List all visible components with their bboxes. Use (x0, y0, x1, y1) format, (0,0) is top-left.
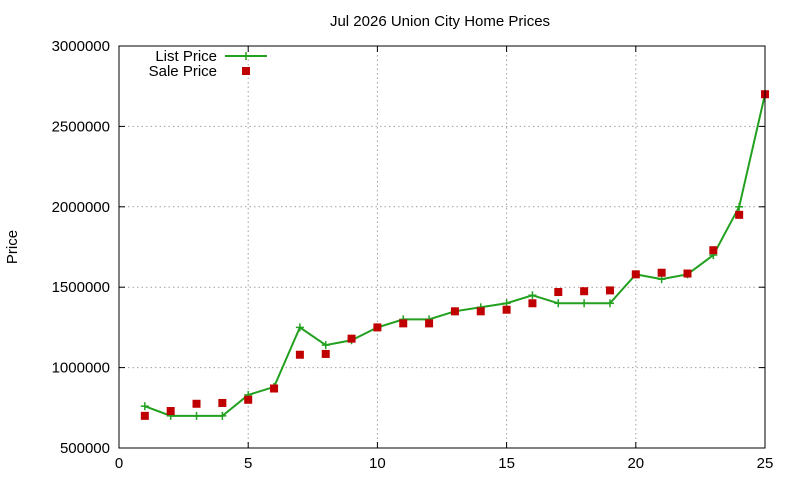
sale-price-point (450, 307, 459, 316)
legend-label-list-price: List Price (155, 48, 217, 65)
sale-price-point (683, 269, 692, 278)
list-price-point (218, 411, 227, 420)
plot-frame (118, 45, 766, 449)
y-axis-label: Price (4, 230, 21, 264)
sale-price-point (218, 398, 227, 407)
sale-price-point (554, 288, 563, 297)
sale-price-point (244, 395, 253, 404)
sale-price-point (580, 287, 589, 296)
x-tick-label: 10 (369, 455, 386, 472)
list-price-point (554, 299, 563, 308)
list-price-point (605, 299, 614, 308)
legend-label-sale-price: Sale Price (149, 63, 217, 80)
y-tick-label: 1000000 (52, 360, 110, 377)
sale-price-point (295, 350, 304, 359)
sale-price-point (502, 305, 511, 314)
y-tick-label: 1500000 (52, 279, 110, 296)
sale-price-point (373, 323, 382, 332)
chart-title: Jul 2026 Union City Home Prices (330, 13, 550, 30)
sale-price-point (270, 384, 279, 393)
sale-price-point (476, 307, 485, 316)
x-tick-label: 5 (244, 455, 252, 472)
sale-price-point (192, 399, 201, 408)
axis-ticks: 0 5 10 15 20 25 500000 1000000 1500000 2000000 250… (52, 38, 774, 472)
x-tick-label: 25 (757, 455, 774, 472)
sale-price-point (631, 270, 640, 279)
y-tick-label: 500000 (60, 440, 110, 457)
y-tick-label: 3000000 (52, 38, 110, 55)
sale-price-point (321, 349, 330, 358)
list-price-line (144, 94, 766, 417)
list-price-point (140, 402, 149, 411)
sale-price-point (347, 334, 356, 343)
sale-price-point (657, 268, 666, 277)
sale-price-point (425, 319, 434, 328)
legend-swatch-sale-price (242, 67, 250, 75)
list-price-point (321, 341, 330, 350)
plot-area (140, 90, 769, 420)
list-price-point (192, 411, 201, 420)
x-tick-label: 0 (115, 455, 123, 472)
sale-price-point (709, 246, 718, 255)
sale-price-point (528, 299, 537, 308)
sale-price-point (735, 210, 744, 219)
sale-price-point (605, 286, 614, 295)
y-tick-label: 2500000 (52, 118, 110, 135)
list-price-point (528, 291, 537, 300)
sale-price-point (166, 407, 175, 416)
x-tick-label: 15 (498, 455, 515, 472)
y-tick-label: 2000000 (52, 199, 110, 216)
list-price-point (295, 323, 304, 332)
grid (119, 46, 765, 448)
sale-price-point (399, 319, 408, 328)
list-price-point (580, 299, 589, 308)
sale-price-point (140, 411, 149, 420)
list-price-point (735, 202, 744, 211)
x-tick-label: 20 (627, 455, 644, 472)
